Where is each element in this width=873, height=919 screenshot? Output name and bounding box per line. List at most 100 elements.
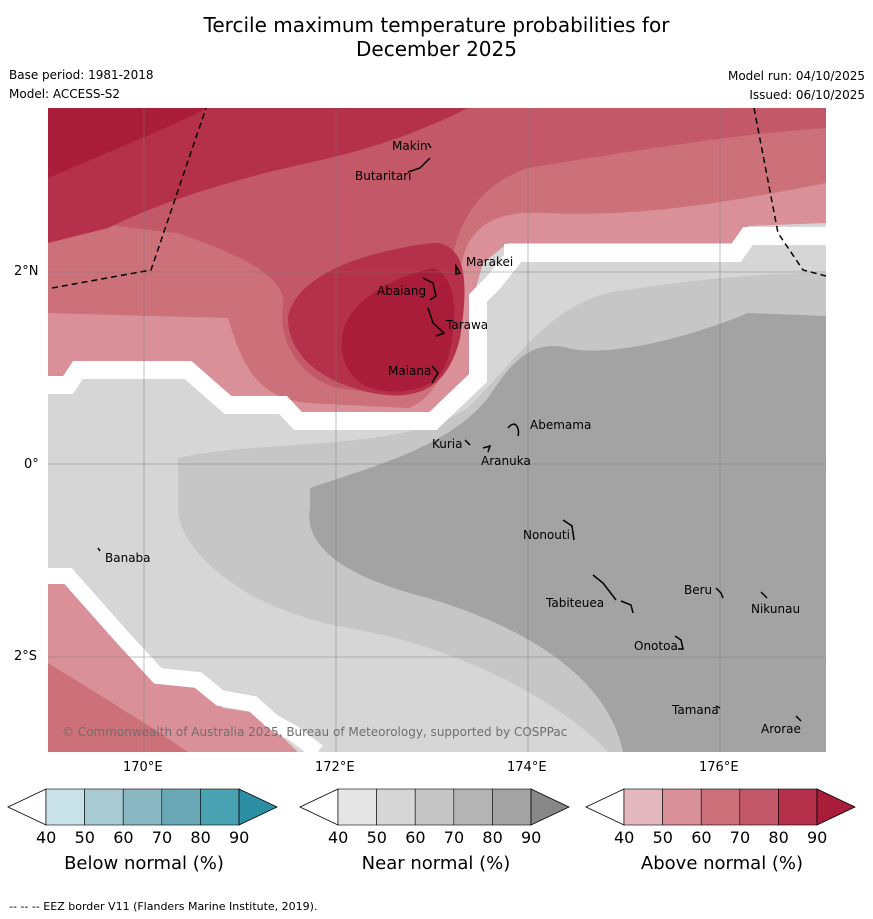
issued-date: Issued: 06/10/2025 bbox=[749, 88, 865, 102]
lon-label-170e: 170°E bbox=[123, 760, 163, 775]
marakei-island-shape bbox=[455, 263, 462, 275]
colorbar-tick-label: 90 bbox=[807, 828, 828, 847]
below-normal-colorbar bbox=[7, 788, 278, 826]
colorbar-tick-label: 80 bbox=[190, 828, 211, 847]
above-60-region-south bbox=[48, 663, 188, 752]
colorbar-segment bbox=[623, 788, 663, 826]
place-label: Nonouti bbox=[523, 528, 570, 542]
beru-island-shape bbox=[715, 587, 724, 599]
banaba-island-shape bbox=[97, 547, 101, 552]
map-canvas bbox=[48, 108, 826, 752]
colorbar-tick-label: 90 bbox=[521, 828, 542, 847]
colorbar-tick-label: 70 bbox=[443, 828, 465, 847]
colorbar-tick-label: 80 bbox=[482, 828, 503, 847]
map-title-line1: Tercile maximum temperature probabilitie… bbox=[203, 13, 670, 37]
place-label: Kuria bbox=[432, 437, 463, 451]
category-boundary-south bbox=[48, 568, 323, 752]
colorbar-extend-high bbox=[238, 788, 278, 826]
abaiang-island-shape bbox=[422, 277, 437, 301]
place-label: Nikunau bbox=[751, 602, 801, 616]
colorbar-segment bbox=[122, 788, 163, 826]
colorbar-tick-label: 60 bbox=[113, 828, 134, 847]
nonouti-island-shape bbox=[562, 519, 575, 541]
island-outlines bbox=[97, 142, 802, 722]
colorbar-extend-high bbox=[816, 788, 856, 826]
colorbar-segment bbox=[414, 788, 455, 826]
colorbar-tick-label: 70 bbox=[151, 828, 173, 847]
colorbars bbox=[7, 788, 856, 826]
colorbar-tick-label: 40 bbox=[328, 828, 349, 847]
base-period: Base period: 1981-2018 bbox=[9, 68, 154, 82]
colorbar-tick-label: 40 bbox=[36, 828, 57, 847]
model-run: Model run: 04/10/2025 bbox=[727, 69, 865, 83]
near-normal-label: Near normal (%) bbox=[361, 853, 511, 874]
probability-map[interactable]: Makin Butaritari Marakei Abaiang Tarawa … bbox=[48, 108, 826, 752]
colorbar-tick-label: 40 bbox=[614, 828, 635, 847]
lon-label-174e: 174°E bbox=[507, 760, 547, 775]
colorbar-extend-high bbox=[530, 788, 570, 826]
colorbar-tick-label: 50 bbox=[74, 828, 95, 847]
colorbar-extend-low bbox=[7, 788, 47, 826]
colorbar-tick-label: 50 bbox=[652, 828, 673, 847]
place-label: Tabiteuea bbox=[546, 596, 605, 610]
arorae-island-shape bbox=[795, 715, 802, 722]
place-label: Tarawa bbox=[446, 318, 489, 332]
aranuka-island-shape bbox=[482, 444, 492, 453]
place-label: Arorae bbox=[761, 722, 801, 736]
maiana-island-shape bbox=[431, 365, 439, 384]
place-label: Marakei bbox=[466, 255, 514, 269]
colorbar-segment bbox=[492, 788, 532, 826]
colorbar-tick-label: 80 bbox=[768, 828, 789, 847]
colorbar-segment bbox=[84, 788, 124, 826]
copyright-notice: © Commonwealth of Australia 2025, Bureau… bbox=[62, 725, 568, 739]
colorbar-segment bbox=[45, 788, 85, 826]
colorbar-segment bbox=[739, 788, 779, 826]
below-normal-label: Below normal (%) bbox=[64, 853, 224, 874]
colorbar-tick-label: 50 bbox=[366, 828, 387, 847]
colorbar-tick-label: 90 bbox=[229, 828, 250, 847]
place-label: Beru bbox=[684, 583, 713, 597]
tarawa-island-shape bbox=[427, 307, 446, 337]
tabiteuea-north-shape bbox=[592, 574, 617, 601]
colorbar-tick-label: 60 bbox=[691, 828, 712, 847]
place-label: Aranuka bbox=[481, 454, 531, 468]
near-normal-colorbar bbox=[299, 788, 570, 826]
tabiteuea-south-shape bbox=[620, 600, 634, 614]
colorbar-segment bbox=[662, 788, 702, 826]
lon-label-176e: 176°E bbox=[699, 760, 739, 775]
eez-border bbox=[51, 108, 826, 289]
place-label: Butaritari bbox=[355, 169, 412, 183]
kuria-island-shape bbox=[464, 439, 471, 446]
eez-footer-note: -- -- -- EEZ border V11 (Flanders Marine… bbox=[9, 900, 318, 913]
gridlines bbox=[48, 108, 826, 752]
onotoa-island-shape bbox=[674, 635, 684, 650]
colorbar-extend-low bbox=[299, 788, 339, 826]
category-boundary-north bbox=[48, 227, 826, 430]
place-label: Maiana bbox=[388, 364, 432, 378]
abemama-island-shape bbox=[507, 423, 520, 437]
nikunau-island-shape bbox=[760, 591, 768, 599]
place-label: Banaba bbox=[105, 551, 151, 565]
colorbar-segment bbox=[453, 788, 493, 826]
colorbar-segment bbox=[200, 788, 240, 826]
near-70-region bbox=[309, 313, 826, 752]
colorbar-segment bbox=[161, 788, 201, 826]
lat-label-0: 0° bbox=[24, 457, 39, 472]
place-label: Abaiang bbox=[377, 284, 427, 298]
place-label: Makin bbox=[392, 139, 428, 153]
lat-label-2s: 2°S bbox=[14, 649, 38, 664]
place-label: Onotoa bbox=[634, 639, 678, 653]
colorbar-segment bbox=[778, 788, 818, 826]
above-normal-colorbar bbox=[585, 788, 856, 826]
tamana-island-shape bbox=[715, 705, 721, 709]
colorbar-extend-low bbox=[585, 788, 625, 826]
colorbar-segment bbox=[337, 788, 377, 826]
colorbar-segment bbox=[376, 788, 416, 826]
lon-label-172e: 172°E bbox=[315, 760, 355, 775]
lat-label-2n: 2°N bbox=[14, 264, 39, 279]
colorbar-tick-label: 60 bbox=[405, 828, 426, 847]
above-90-region bbox=[48, 108, 455, 392]
above-normal-label: Above normal (%) bbox=[640, 853, 804, 874]
colorbar-tick-label: 70 bbox=[729, 828, 751, 847]
map-title-line2: December 2025 bbox=[356, 37, 517, 61]
